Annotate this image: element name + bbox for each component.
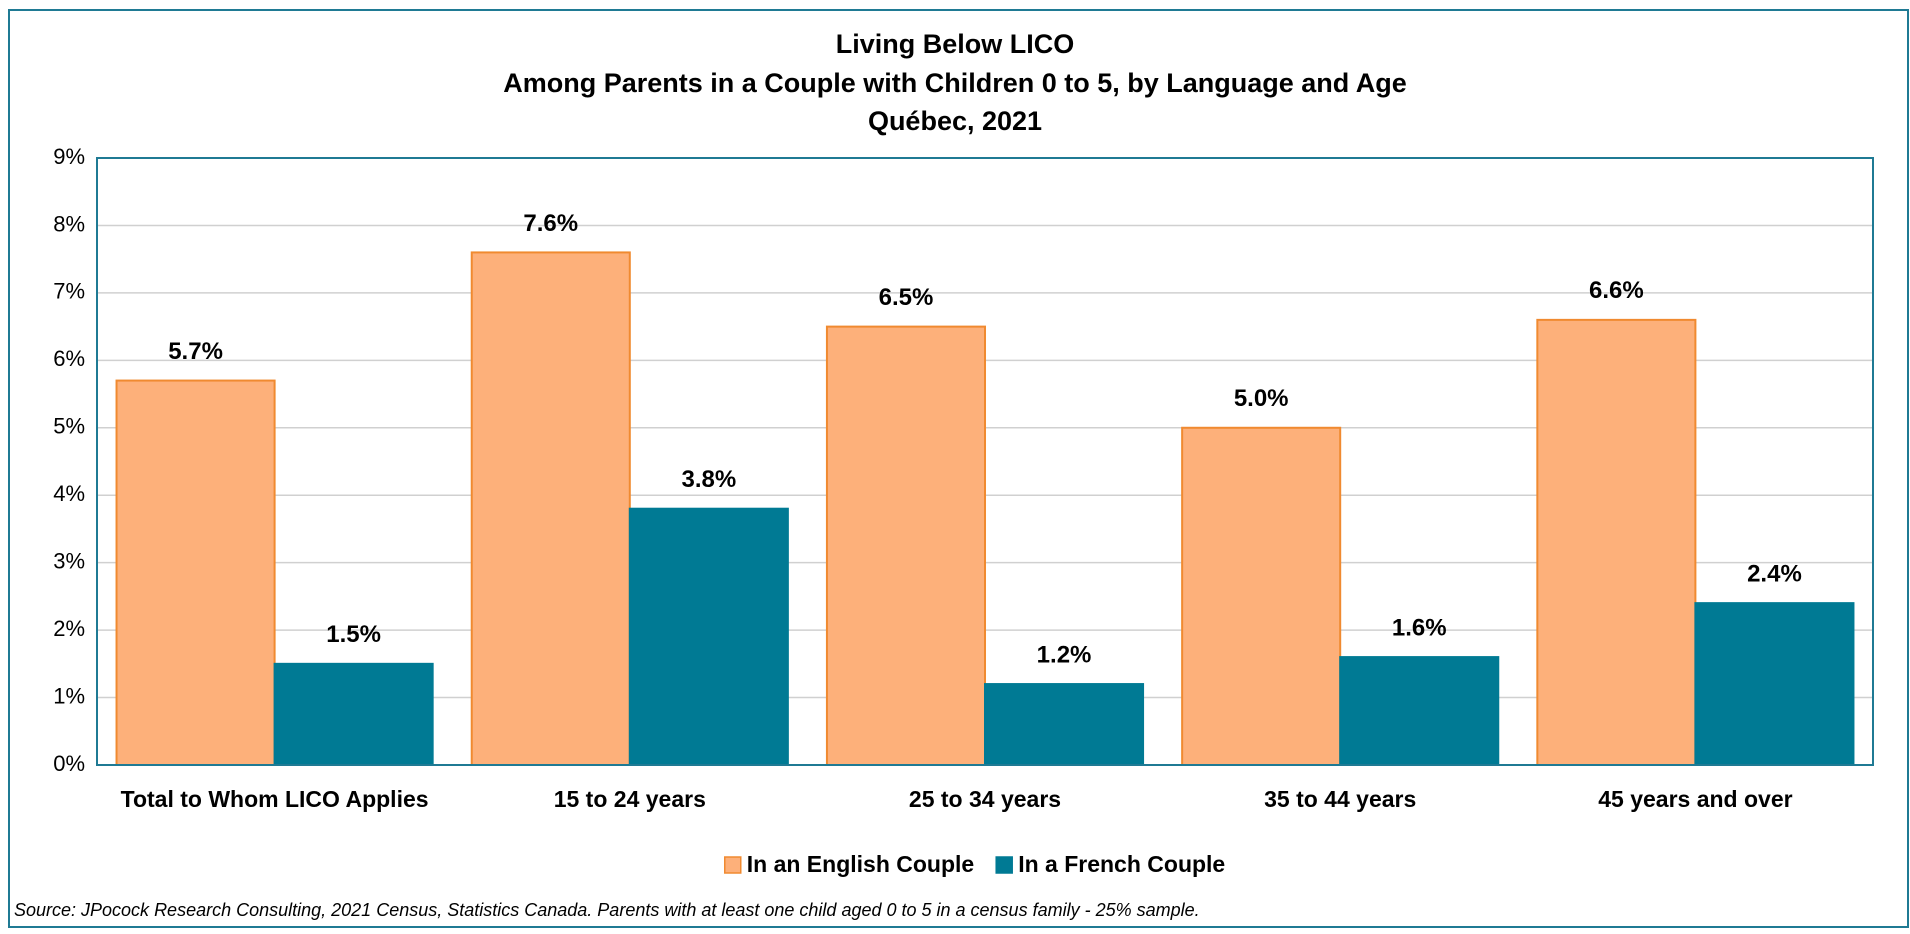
y-tick-label: 4% — [53, 481, 85, 506]
x-tick-label: 15 to 24 years — [554, 786, 706, 812]
y-tick-label: 8% — [53, 211, 85, 236]
data-label: 5.7% — [168, 338, 223, 365]
plot-border — [96, 157, 1874, 766]
bar — [628, 507, 789, 766]
y-tick-label: 7% — [53, 279, 85, 304]
data-label: 3.8% — [681, 466, 736, 493]
y-tick-label: 1% — [53, 683, 85, 708]
bar — [1694, 602, 1855, 767]
data-label: 5.0% — [1234, 385, 1289, 412]
data-label: 1.6% — [1392, 614, 1447, 641]
chart-subtitle: Among Parents in a Couple with Children … — [503, 68, 1407, 98]
bar — [825, 325, 986, 766]
legend-label: In an English Couple — [747, 851, 974, 877]
x-tick-label: 35 to 44 years — [1264, 786, 1416, 812]
x-tick-label: 45 years and over — [1598, 786, 1792, 812]
bar — [273, 662, 434, 766]
bar — [470, 251, 631, 766]
legend-swatch — [995, 856, 1013, 874]
bar — [115, 379, 276, 766]
data-label: 7.6% — [523, 210, 578, 237]
y-tick-label: 3% — [53, 548, 85, 573]
bar — [1536, 318, 1697, 766]
legend-swatch — [724, 856, 742, 874]
y-tick-label: 0% — [53, 751, 85, 776]
bar — [1339, 656, 1500, 766]
data-label: 1.5% — [326, 621, 381, 648]
chart-title: Living Below LICO — [836, 29, 1075, 59]
chart-subtitle: Québec, 2021 — [868, 106, 1042, 136]
data-label: 6.6% — [1589, 277, 1644, 304]
bar — [984, 683, 1145, 766]
data-label: 6.5% — [879, 284, 934, 311]
legend-label: In a French Couple — [1018, 851, 1225, 877]
x-tick-label: Total to Whom LICO Applies — [121, 786, 429, 812]
y-tick-label: 2% — [53, 616, 85, 641]
y-tick-label: 5% — [53, 414, 85, 439]
data-label: 2.4% — [1747, 560, 1802, 587]
bar — [1181, 426, 1342, 766]
source-note: Source: JPocock Research Consulting, 202… — [14, 900, 1200, 920]
data-label: 1.2% — [1037, 641, 1092, 668]
x-tick-label: 25 to 34 years — [909, 786, 1061, 812]
y-tick-label: 6% — [53, 346, 85, 371]
y-tick-label: 9% — [53, 144, 85, 169]
